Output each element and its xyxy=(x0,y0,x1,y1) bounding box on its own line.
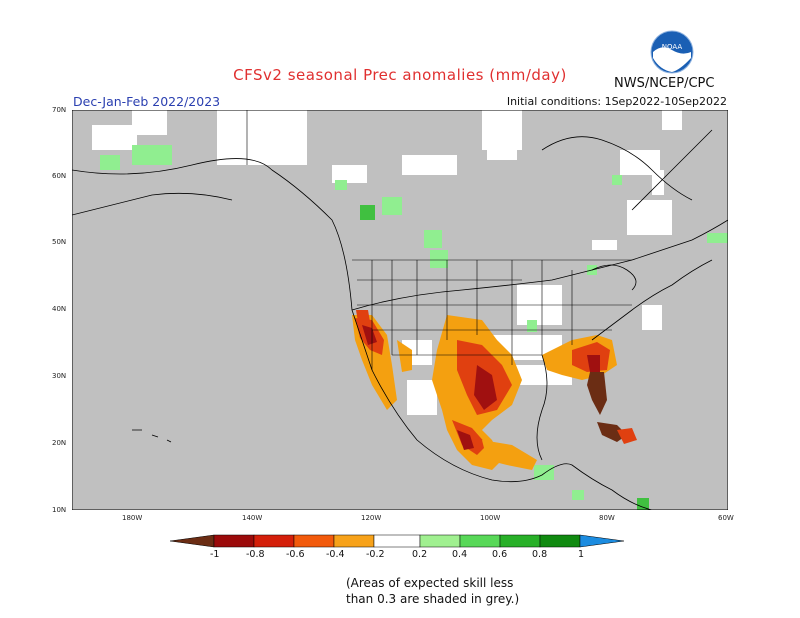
lon-label: 140W xyxy=(242,514,263,522)
map-title: CFSv2 seasonal Prec anomalies (mm/day) xyxy=(233,66,567,84)
lat-label: 40N xyxy=(52,305,67,313)
legend-label: 0.8 xyxy=(532,549,548,560)
legend-label: -0.8 xyxy=(246,549,265,560)
legend-swatch xyxy=(459,534,501,548)
skill-footnote: (Areas of expected skill less than 0.3 a… xyxy=(346,575,519,607)
dry-anomaly-areas xyxy=(352,310,637,470)
legend-label: -0.4 xyxy=(326,549,345,560)
map-canvas xyxy=(71,109,729,511)
white-areas xyxy=(92,110,682,415)
season-label: Dec-Jan-Feb 2022/2023 xyxy=(73,94,221,109)
lat-label: 10N xyxy=(52,506,67,514)
color-bar-legend xyxy=(170,534,625,548)
legend-label: 0.4 xyxy=(452,549,468,560)
lat-label: 60N xyxy=(52,172,67,180)
legend-swatch xyxy=(539,534,581,548)
legend-swatch xyxy=(579,534,625,548)
lat-label: 20N xyxy=(52,439,67,447)
lon-label: 60W xyxy=(718,514,734,522)
agency-label: NWS/NCEP/CPC xyxy=(614,76,715,91)
lon-label: 180W xyxy=(122,514,143,522)
legend-label: 0.6 xyxy=(492,549,508,560)
skill-footnote-line2: than 0.3 are shaded in grey.) xyxy=(346,592,520,606)
legend-swatch xyxy=(499,534,541,548)
legend-swatch xyxy=(293,534,335,548)
lon-label: 80W xyxy=(599,514,615,522)
political-boundaries xyxy=(352,259,632,370)
precipitation-anomaly-map xyxy=(71,109,729,511)
legend-swatch xyxy=(419,534,461,548)
lon-label: 100W xyxy=(480,514,501,522)
legend-swatch xyxy=(373,534,421,548)
legend-swatch xyxy=(253,534,295,548)
legend-swatch xyxy=(333,534,375,548)
legend-label: -0.2 xyxy=(366,549,385,560)
lon-label: 120W xyxy=(361,514,382,522)
logo-text: NOAA xyxy=(662,43,683,51)
lat-label: 70N xyxy=(52,106,67,114)
lat-label: 50N xyxy=(52,238,67,246)
legend-swatch xyxy=(170,534,215,548)
legend-label: 1 xyxy=(578,549,585,560)
legend-swatch xyxy=(213,534,255,548)
lat-label: 30N xyxy=(52,372,67,380)
initial-conditions-label: Initial conditions: 1Sep2022-10Sep2022 xyxy=(506,95,727,108)
legend-label: 0.2 xyxy=(412,549,428,560)
skill-footnote-line1: (Areas of expected skill less xyxy=(346,576,514,590)
noaa-logo-icon: NOAA xyxy=(650,30,694,74)
legend-label: -1 xyxy=(210,549,220,560)
legend-label: -0.6 xyxy=(286,549,305,560)
